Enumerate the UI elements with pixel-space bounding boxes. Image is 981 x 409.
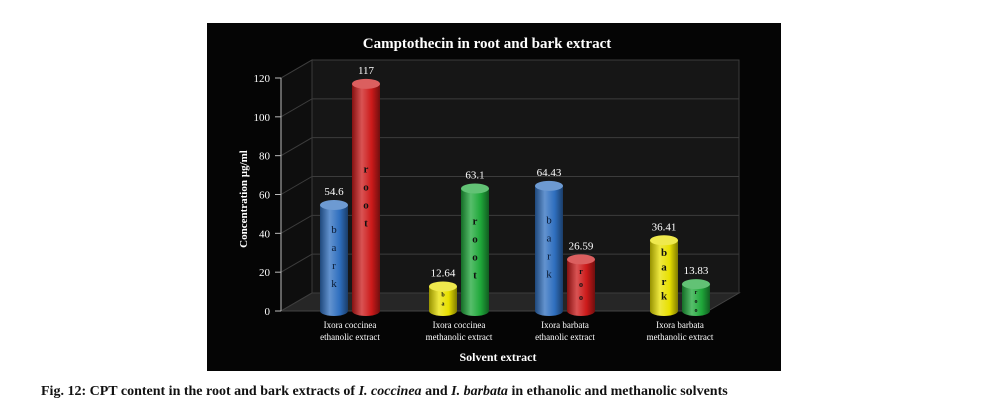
bar-tag-letter: k — [661, 290, 668, 302]
bar-cap — [682, 279, 710, 290]
data-label: 63.1 — [465, 169, 484, 181]
y-tick-label: 80 — [259, 151, 271, 163]
bar — [320, 199, 348, 316]
bar — [682, 279, 710, 316]
x-tick-label: Ixora coccinea — [433, 320, 486, 330]
data-label: 117 — [358, 65, 375, 77]
bar-body — [567, 259, 595, 316]
bar — [352, 78, 380, 316]
bar-tag-letter: r — [332, 260, 336, 272]
gridline — [280, 98, 739, 118]
gridline — [280, 214, 739, 234]
y-tick-label: 20 — [259, 267, 271, 279]
bar-cap — [650, 235, 678, 246]
bar-tag-letter: o — [695, 299, 698, 305]
bar-tag-letter: o — [695, 308, 698, 314]
bar-body — [535, 185, 563, 316]
x-tick-label: methanolic extract — [647, 332, 714, 342]
data-label: 54.6 — [324, 186, 344, 198]
y-tick-label: 100 — [254, 112, 271, 124]
caption-suffix: in ethanolic and methanolic solvents — [507, 384, 728, 399]
bar-tag-letter: b — [546, 214, 552, 226]
gridline — [280, 137, 739, 157]
bar-cap — [320, 199, 348, 210]
bar — [535, 180, 563, 316]
bar-cap — [429, 281, 457, 292]
gridline — [280, 292, 739, 312]
bar — [429, 281, 457, 316]
bar-tag-letter: r — [473, 216, 478, 228]
bar-tag-letter: o — [363, 181, 369, 193]
data-label: 26.59 — [569, 240, 594, 252]
data-label: 36.41 — [652, 221, 677, 233]
y-tick-label: 60 — [259, 190, 271, 202]
bar-tag-letter: o — [472, 234, 478, 246]
bar — [650, 235, 678, 316]
bar-tag-letter: t — [473, 270, 477, 282]
data-label: 12.64 — [431, 267, 456, 279]
bar-cap — [461, 183, 489, 194]
bar-cap — [535, 180, 563, 191]
y-tick-label: 40 — [259, 228, 271, 240]
bar-tag-letter: r — [695, 290, 698, 296]
bar-tag-letter: b — [441, 292, 445, 298]
y-tick-label: 0 — [265, 306, 271, 318]
x-tick-label: Ixora barbata — [656, 320, 704, 330]
gridline — [280, 59, 739, 79]
bar-tag-letter: o — [472, 252, 478, 264]
gridline — [280, 176, 739, 195]
bar-tag-letter: r — [662, 276, 667, 288]
bar-body — [650, 240, 678, 316]
bar-tag-letter: k — [331, 278, 337, 290]
gridline — [280, 253, 739, 273]
bar-tag-letter: b — [661, 247, 667, 259]
data-label: 13.83 — [684, 265, 709, 277]
bar-tag-letter: a — [332, 242, 337, 254]
figure-caption: Fig. 12: CPT content in the root and bar… — [41, 384, 961, 400]
bar-tag-letter: r — [364, 163, 369, 175]
x-tick-label: Ixora coccinea — [324, 320, 377, 330]
x-tick-label: methanolic extract — [426, 332, 493, 342]
bar-tag-letter: k — [546, 268, 552, 280]
bar-cap — [567, 254, 595, 265]
bar-body — [352, 83, 380, 316]
x-axis-label: Solvent extract — [460, 350, 537, 364]
bar-body — [429, 286, 457, 316]
x-tick-label: Ixora barbata — [541, 320, 589, 330]
bar-body — [461, 188, 489, 316]
bar-tag-letter: a — [547, 232, 552, 244]
bar-body — [320, 204, 348, 316]
data-label: 64.43 — [537, 167, 562, 179]
bar-tag-letter: r — [579, 267, 583, 276]
chart-title: Camptothecin in root and bark extract — [363, 36, 611, 52]
bar — [567, 254, 595, 316]
bar-tag-letter: o — [363, 199, 369, 211]
caption-species-1: I. coccinea — [358, 384, 422, 399]
bar-tag-letter: a — [442, 301, 445, 307]
bar-tag-letter: a — [661, 261, 667, 273]
caption-prefix: Fig. 12: CPT content in the root and bar… — [41, 384, 359, 399]
x-tick-label: ethanolic extract — [535, 332, 595, 342]
bar-body — [682, 284, 710, 316]
y-tick-label: 120 — [254, 73, 271, 85]
caption-species-2: I. barbata — [451, 384, 508, 399]
bar-cap — [352, 78, 380, 89]
bar-tag-letter: r — [547, 250, 551, 262]
y-axis-label: Concentration µg/ml — [238, 150, 250, 248]
x-tick-label: ethanolic extract — [320, 332, 380, 342]
bar-tag-letter: t — [364, 217, 368, 229]
bar-tag-letter: o — [579, 280, 583, 289]
bar-tag-letter: o — [579, 293, 583, 302]
bar — [461, 183, 489, 316]
caption-and: and — [421, 384, 452, 399]
bar-tag-letter: b — [331, 224, 337, 236]
